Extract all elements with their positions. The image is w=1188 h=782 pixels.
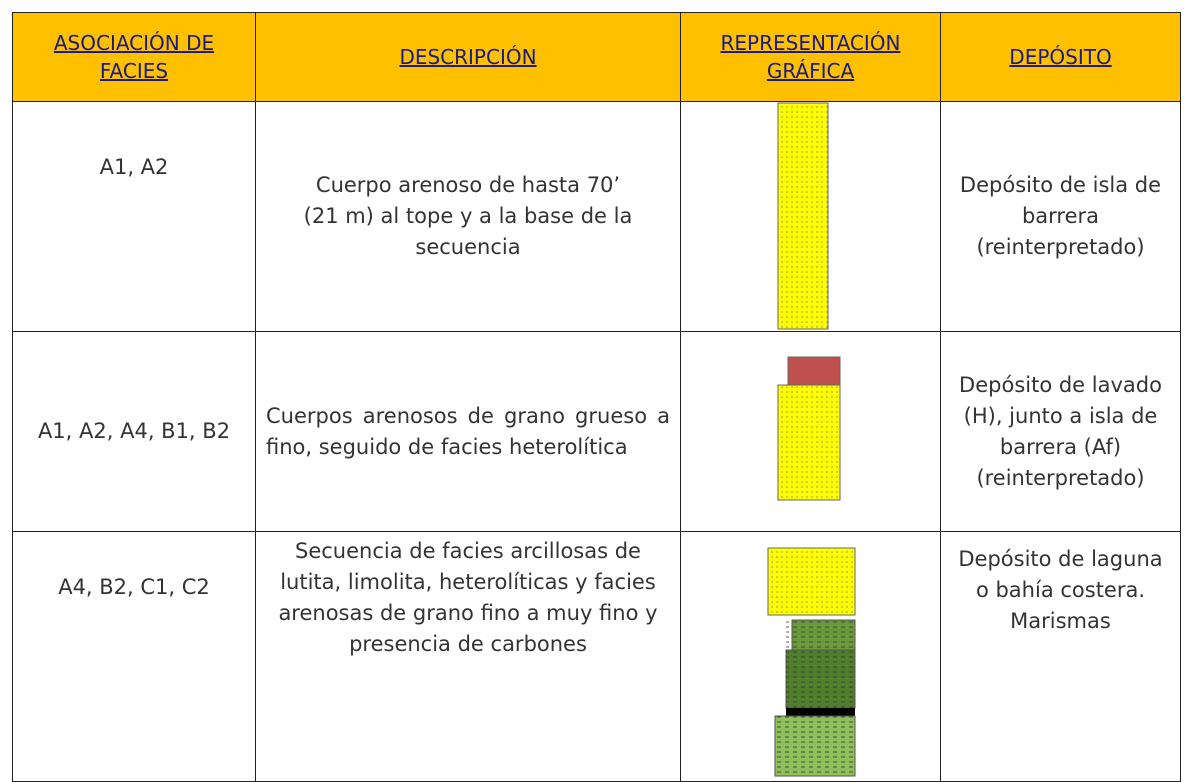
cell: Depósito de lavado (H), junto a isla de … bbox=[940, 331, 1181, 532]
graphic-cell bbox=[680, 531, 941, 782]
cell: A4, B2, C1, C2 bbox=[12, 531, 256, 782]
cell: A1, A2 bbox=[12, 101, 256, 332]
cell: A1, A2, A4, B1, B2 bbox=[12, 331, 256, 532]
header-cell: DEPÓSITO bbox=[940, 12, 1181, 102]
cell: Depósito de laguna o bahía costera. Mari… bbox=[940, 531, 1181, 782]
graphic-cell bbox=[680, 331, 941, 532]
cell: Cuerpo arenoso de hasta 70’ (21 m) al to… bbox=[255, 101, 681, 332]
header-cell: REPRESENTACIÓN GRÁFICA bbox=[680, 12, 941, 102]
row: A1, A2, A4, B1, B2 Cuerpos arenosos de g… bbox=[12, 331, 1181, 532]
facies-table: ASOCIACIÓN DE FACIES DESCRIPCIÓN REPRESE… bbox=[12, 12, 1181, 782]
row: A4, B2, C1, C2 Secuencia de facies arcil… bbox=[12, 531, 1181, 782]
graphic-cell bbox=[680, 101, 941, 332]
header-cell: DESCRIPCIÓN bbox=[255, 12, 681, 102]
header-cell: ASOCIACIÓN DE FACIES bbox=[12, 12, 256, 102]
row: A1, A2 Cuerpo arenoso de hasta 70’ (21 m… bbox=[12, 101, 1181, 332]
cell: Secuencia de facies arcillosas de lutita… bbox=[255, 531, 681, 782]
cell: Depósito de isla de barrera (reinterpret… bbox=[940, 101, 1181, 332]
header-row: ASOCIACIÓN DE FACIES DESCRIPCIÓN REPRESE… bbox=[12, 12, 1181, 102]
cell: Cuerpos arenosos de grano grueso a fino,… bbox=[255, 331, 681, 532]
